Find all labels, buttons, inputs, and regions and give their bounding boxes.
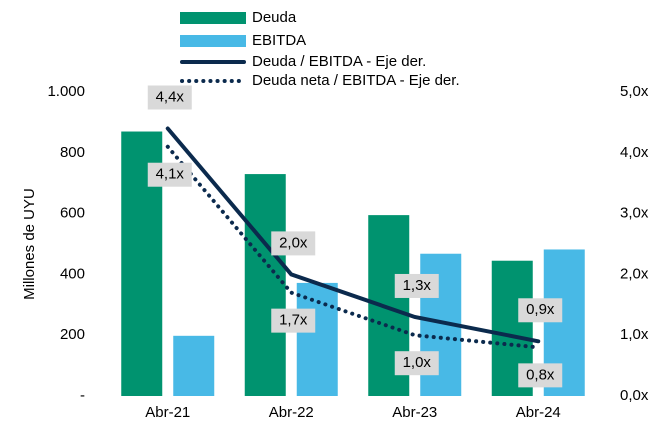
y-tick-label: 400	[60, 265, 85, 282]
y-tick-label: 200	[60, 326, 85, 343]
data-label: 2,0x	[279, 234, 308, 251]
label-box	[518, 298, 563, 323]
x-tick-label: Abr-21	[145, 404, 190, 421]
legend-swatch	[180, 35, 246, 47]
bar	[244, 174, 286, 396]
legend-label: EBITDA	[252, 32, 306, 49]
label-box	[271, 231, 316, 256]
y-tick-label: 600	[60, 205, 85, 222]
label-box	[394, 351, 439, 376]
label-box	[394, 273, 439, 298]
label-box	[271, 308, 316, 333]
label-box	[147, 85, 192, 110]
legend-label: Deuda	[252, 9, 297, 26]
y2-tick-label: 5,0x	[620, 83, 649, 100]
label-box	[518, 363, 563, 388]
x-tick-label: Abr-24	[516, 404, 561, 421]
y2-tick-label: 2,0x	[620, 265, 649, 282]
y2-tick-label: 3,0x	[620, 205, 649, 222]
bar	[173, 335, 215, 396]
y-tick-label: 1.000	[47, 83, 85, 100]
y2-tick-label: 1,0x	[620, 326, 649, 343]
legend-label: Deuda neta / EBITDA - Eje der.	[252, 72, 460, 89]
data-label: 4,4x	[156, 88, 185, 105]
y2-tick-label: 0,0x	[620, 387, 649, 404]
y-axis-label: Millones de UYU	[21, 188, 38, 300]
line	[165, 144, 541, 350]
data-label: 0,9x	[526, 301, 555, 318]
x-tick-label: Abr-22	[269, 404, 314, 421]
label-box	[147, 162, 192, 187]
y-tick-label: -	[80, 387, 85, 404]
data-label: 1,3x	[403, 277, 432, 294]
bar	[296, 282, 338, 396]
line	[165, 126, 541, 344]
legend-label: Deuda / EBITDA - Eje der.	[252, 53, 426, 70]
data-label: 4,1x	[156, 166, 185, 183]
data-label: 0,8x	[526, 366, 555, 383]
y-tick-label: 800	[60, 144, 85, 161]
x-tick-label: Abr-23	[392, 404, 437, 421]
data-label: 1,0x	[403, 354, 432, 371]
legend-swatch	[180, 12, 246, 24]
y2-tick-label: 4,0x	[620, 144, 649, 161]
data-label: 1,7x	[279, 312, 308, 329]
